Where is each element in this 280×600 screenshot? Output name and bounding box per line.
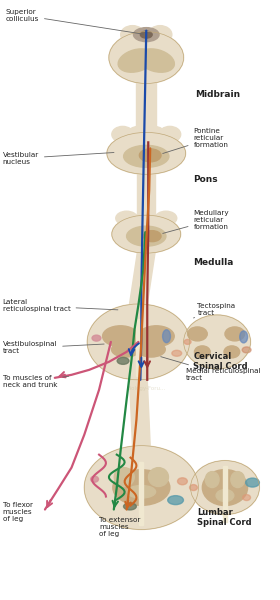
Ellipse shape [143, 230, 161, 242]
Ellipse shape [188, 327, 207, 341]
Ellipse shape [124, 145, 169, 167]
Ellipse shape [242, 347, 251, 353]
Ellipse shape [143, 127, 165, 142]
Polygon shape [136, 319, 140, 376]
Ellipse shape [139, 149, 161, 162]
Ellipse shape [148, 467, 169, 487]
Ellipse shape [224, 346, 240, 358]
Ellipse shape [134, 28, 159, 41]
Ellipse shape [87, 304, 190, 380]
Polygon shape [137, 172, 155, 214]
Text: Vestibular
nucleus: Vestibular nucleus [3, 152, 114, 165]
Text: To muscles of
neck and trunk: To muscles of neck and trunk [3, 376, 69, 388]
Ellipse shape [240, 331, 248, 343]
Ellipse shape [138, 326, 174, 347]
Polygon shape [223, 466, 227, 523]
Ellipse shape [163, 330, 171, 343]
Ellipse shape [113, 470, 170, 505]
Ellipse shape [137, 342, 165, 357]
Ellipse shape [225, 327, 245, 341]
Ellipse shape [123, 503, 136, 510]
Ellipse shape [136, 211, 157, 225]
Ellipse shape [159, 127, 181, 142]
Ellipse shape [138, 49, 174, 72]
Ellipse shape [137, 77, 155, 88]
Text: To flexor
muscles
of leg: To flexor muscles of leg [3, 502, 33, 521]
Text: Lumbar
Spinal Cord: Lumbar Spinal Cord [197, 508, 252, 527]
Ellipse shape [172, 350, 182, 356]
Ellipse shape [231, 472, 245, 488]
Text: Medial reticulospinal
tract: Medial reticulospinal tract [161, 356, 260, 382]
Ellipse shape [155, 211, 177, 225]
Ellipse shape [127, 226, 166, 246]
Text: Medullary
reticular
formation: Medullary reticular formation [163, 210, 229, 233]
Ellipse shape [84, 446, 199, 529]
Ellipse shape [205, 472, 219, 488]
Ellipse shape [117, 358, 129, 364]
Ellipse shape [184, 315, 251, 369]
Ellipse shape [92, 335, 101, 341]
Ellipse shape [184, 340, 191, 344]
Ellipse shape [148, 26, 172, 44]
Ellipse shape [128, 127, 149, 142]
Text: Midbrain: Midbrain [195, 91, 241, 100]
Text: Superior
colliculus: Superior colliculus [6, 8, 144, 34]
Text: To extensor
muscles
of leg: To extensor muscles of leg [99, 517, 141, 538]
Ellipse shape [190, 461, 259, 515]
Ellipse shape [111, 342, 140, 357]
Ellipse shape [243, 494, 251, 500]
Ellipse shape [139, 247, 153, 257]
Ellipse shape [140, 31, 152, 38]
Ellipse shape [127, 485, 156, 498]
Ellipse shape [216, 490, 234, 502]
Polygon shape [130, 252, 155, 304]
Polygon shape [139, 463, 143, 525]
Ellipse shape [168, 496, 183, 505]
Ellipse shape [116, 211, 137, 225]
Text: Lateral
reticulospinal tract: Lateral reticulospinal tract [3, 299, 118, 313]
Ellipse shape [202, 470, 248, 506]
Ellipse shape [190, 485, 197, 491]
Ellipse shape [121, 26, 144, 44]
Ellipse shape [112, 127, 134, 142]
Text: Pons: Pons [193, 175, 218, 184]
Text: Pontine
reticular
formation: Pontine reticular formation [163, 128, 228, 154]
Ellipse shape [102, 326, 138, 347]
Polygon shape [130, 380, 150, 446]
Polygon shape [136, 83, 156, 128]
Text: Tectospina
tract: Tectospina tract [193, 304, 235, 318]
Ellipse shape [246, 478, 259, 487]
Ellipse shape [114, 467, 134, 487]
Ellipse shape [134, 338, 143, 349]
Ellipse shape [91, 476, 99, 482]
Ellipse shape [107, 133, 186, 174]
Text: Biology-Foru...: Biology-Foru... [127, 386, 166, 391]
Text: Medulla: Medulla [193, 258, 234, 267]
Ellipse shape [112, 215, 181, 253]
Ellipse shape [118, 49, 155, 72]
Ellipse shape [109, 32, 184, 83]
Text: Vestibulospinal
tract: Vestibulospinal tract [3, 341, 104, 355]
Ellipse shape [178, 478, 187, 485]
Text: Cervical
Spinal Cord: Cervical Spinal Cord [193, 352, 248, 371]
Ellipse shape [195, 346, 210, 358]
